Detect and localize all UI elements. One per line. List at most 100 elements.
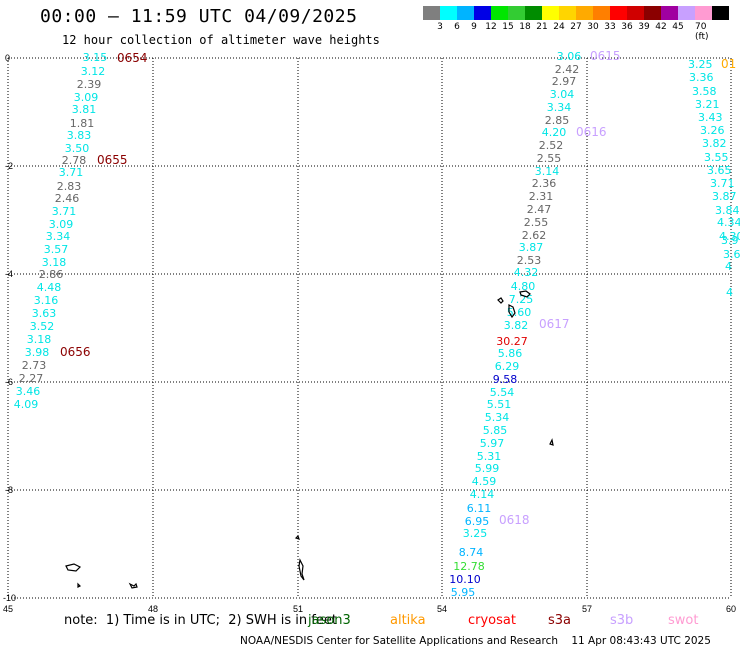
wave-height-reading: 3.34 [547, 101, 572, 114]
scale-swatch [440, 6, 457, 20]
wave-height-reading: 12.78 [453, 560, 485, 573]
scale-tick-label: 70 (ft) [695, 22, 709, 42]
scale-tick-label: 24 [553, 22, 565, 32]
wave-height-reading: 2.31 [529, 190, 554, 203]
wave-height-reading: 2.27 [19, 372, 44, 385]
scale-swatch [457, 6, 474, 20]
island-outline [549, 438, 554, 446]
wave-height-reading: 4.09 [14, 398, 39, 411]
scale-tick-label: 39 [638, 22, 650, 32]
wave-height-reading: 2.78 [62, 154, 87, 167]
wave-height-reading: 4.48 [37, 281, 62, 294]
island-outline [519, 290, 531, 298]
wave-height-reading: 8.74 [459, 546, 484, 559]
x-tick-label: 45 [3, 604, 13, 614]
x-tick-label: 60 [726, 604, 736, 614]
island-outline [508, 304, 516, 319]
wave-height-reading: 4 [725, 260, 732, 273]
wave-height-reading: 2.46 [55, 192, 80, 205]
wave-height-reading: 3.83 [67, 129, 92, 142]
scale-tick-label: 30 [587, 22, 599, 32]
wave-height-reading: 2.36 [532, 177, 557, 190]
wave-height-reading: 3.12 [81, 65, 106, 78]
footnote: note: 1) Time is in UTC; 2) SWH is in fe… [64, 613, 337, 628]
legend-jason3: jason3 [308, 613, 351, 628]
wave-height-reading: 3.04 [550, 88, 575, 101]
x-tick-label: 57 [582, 604, 592, 614]
scale-tick-label: 12 [485, 22, 497, 32]
wave-height-reading: 2.83 [57, 180, 82, 193]
scale-tick-label: 36 [621, 22, 633, 32]
wave-height-reading: 3.43 [698, 111, 723, 124]
pass-id-label: 0655 [97, 153, 128, 167]
wave-height-reading: 5.95 [451, 586, 476, 599]
scale-tick-label: 45 [672, 22, 684, 32]
wave-height-reading: 3.81 [72, 103, 97, 116]
wave-height-reading: 3.09 [49, 218, 74, 231]
x-tick-label: 54 [437, 604, 447, 614]
scale-swatch [542, 6, 559, 20]
wave-height-reading: 6.11 [467, 502, 492, 515]
wave-height-reading: 3.21 [695, 98, 720, 111]
y-tick-label: -6 [5, 377, 13, 387]
pass-id-label: 01 [721, 57, 736, 71]
scale-swatch [525, 6, 542, 20]
wave-height-reading: 6.95 [465, 515, 490, 528]
wave-height-reading: 3.06 [557, 50, 582, 63]
wave-height-reading: 3.50 [65, 142, 90, 155]
pass-id-label: 0617 [539, 317, 570, 331]
wave-height-reading: 5.34 [485, 411, 510, 424]
wave-height-reading: 3.9 [721, 234, 739, 247]
pass-id-label: 0654 [117, 51, 148, 65]
y-tick-label: -8 [5, 485, 13, 495]
wave-height-reading: 3.63 [32, 307, 57, 320]
wave-height-reading: 3.82 [504, 319, 529, 332]
wave-height-reading: 4.32 [514, 266, 539, 279]
scale-tick-label: 6 [454, 22, 460, 32]
wave-height-reading: 3.14 [535, 165, 560, 178]
scale-swatch [695, 6, 712, 20]
island-outline [294, 534, 300, 540]
wave-height-reading: 2.73 [22, 359, 47, 372]
wave-height-reading: 3.46 [16, 385, 41, 398]
wave-height-reading: 2.55 [524, 216, 549, 229]
x-tick-label: 51 [293, 604, 303, 614]
wave-height-reading: 5.99 [475, 462, 500, 475]
wave-height-reading: 3.18 [42, 256, 67, 269]
wave-height-reading: 2.62 [522, 229, 547, 242]
wave-height-reading: 3.87 [519, 241, 544, 254]
wave-height-reading: 2.55 [537, 152, 562, 165]
y-tick-label: -2 [5, 161, 13, 171]
wave-height-reading: 30.27 [496, 335, 528, 348]
scale-tick-label: 15 [502, 22, 514, 32]
wave-height-reading: 5.51 [487, 398, 512, 411]
scale-swatch [593, 6, 610, 20]
wave-height-reading: 5.86 [498, 347, 523, 360]
wave-height-reading: 2.53 [517, 254, 542, 267]
scale-swatch [474, 6, 491, 20]
scale-tick-label: 33 [604, 22, 616, 32]
page-title: 00:00 – 11:59 UTC 04/09/2025 [40, 6, 358, 27]
island-outline [298, 558, 305, 581]
pass-id-label: 0615 [590, 49, 621, 63]
pass-id-label: 0656 [60, 345, 91, 359]
x-tick-label: 48 [148, 604, 158, 614]
island-outline [497, 297, 504, 304]
scale-swatch [491, 6, 508, 20]
scale-swatch [423, 6, 440, 20]
wave-height-reading: 3.25 [688, 58, 713, 71]
wave-height-reading: 3.55 [704, 151, 729, 164]
wave-height-reading: 3.84 [715, 204, 740, 217]
wave-height-reading: 2.97 [552, 75, 577, 88]
y-tick-label: 0 [5, 53, 10, 63]
scale-tick-label: 18 [519, 22, 531, 32]
scale-tick-label: 27 [570, 22, 582, 32]
wave-height-reading: 2.85 [545, 114, 570, 127]
wave-height-reading: 3.26 [700, 124, 725, 137]
wave-height-reading: 5.85 [483, 424, 508, 437]
wave-height-reading: 5.97 [480, 437, 505, 450]
scale-swatch [508, 6, 525, 20]
scale-tick-label: 9 [471, 22, 477, 32]
wave-height-reading: 2.47 [527, 203, 552, 216]
